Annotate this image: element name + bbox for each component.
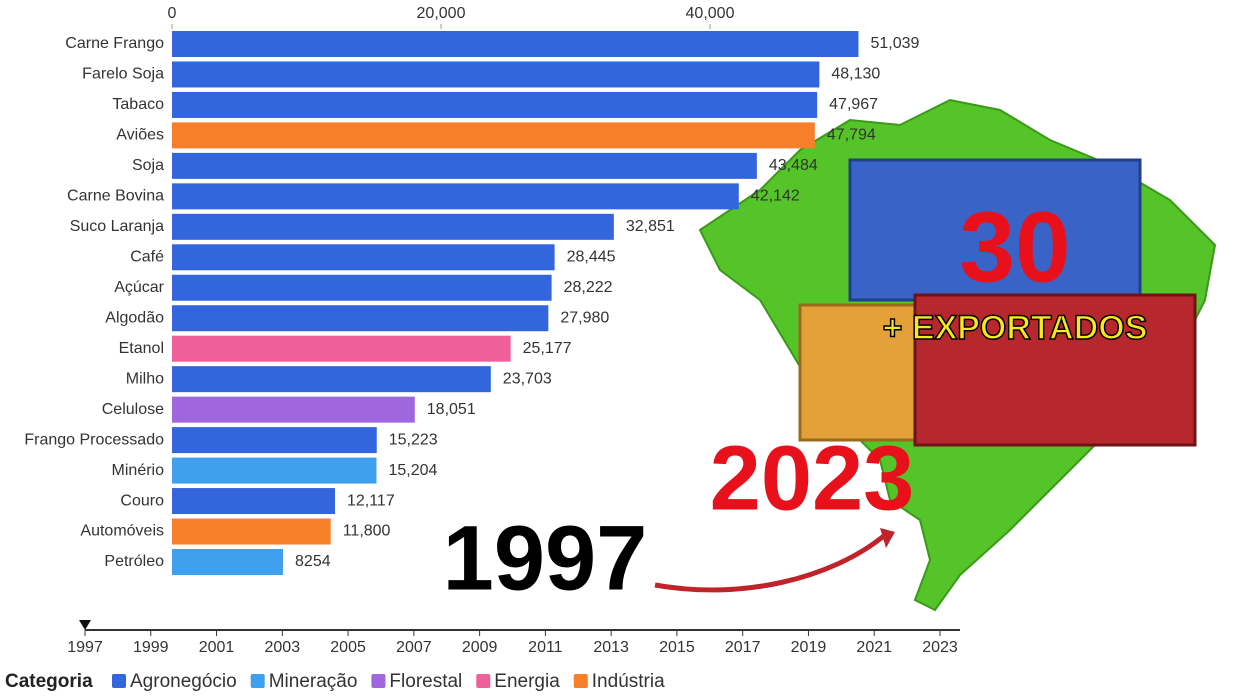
value-label: 48,130: [831, 66, 880, 83]
category-label: Etanol: [119, 340, 164, 357]
bar: [172, 122, 815, 149]
bar: [172, 31, 859, 57]
timeline-label: 2007: [396, 639, 432, 656]
bar: [172, 488, 335, 515]
legend-swatch: [476, 674, 491, 688]
category-label: Petróleo: [104, 553, 164, 570]
timeline-label: 2001: [199, 639, 235, 656]
containers: [798, 158, 1197, 447]
timeline-label: 2013: [593, 639, 629, 656]
value-label: 47,967: [829, 96, 878, 113]
value-label: 12,117: [347, 492, 395, 509]
category-label: Soja: [132, 157, 164, 174]
category-label: Carne Bovina: [67, 188, 164, 205]
bar: [172, 61, 820, 88]
category-label: Frango Processado: [24, 431, 164, 448]
bar: [172, 335, 511, 362]
legend-swatch: [112, 674, 126, 688]
bar: [172, 183, 739, 210]
legend-label: Florestal: [389, 671, 462, 692]
bar: [172, 274, 552, 301]
value-label: 32,851: [626, 218, 675, 235]
bar: [172, 427, 377, 454]
value-label: 43,484: [769, 157, 818, 174]
bar: [172, 305, 549, 332]
timeline-label: 1999: [133, 639, 169, 656]
category-label: Automóveis: [80, 523, 164, 540]
bar: [172, 213, 614, 240]
bar: [172, 152, 757, 179]
legend-swatch: [371, 674, 386, 688]
category-label: Café: [130, 249, 164, 266]
value-label: 42,142: [751, 188, 800, 205]
x-tick-label: 40,000: [686, 5, 735, 22]
category-label: Milho: [126, 370, 164, 387]
legend-label: Energia: [494, 671, 560, 692]
arrow-head: [880, 528, 895, 548]
x-tick-label: 0: [168, 5, 177, 22]
bar: [172, 244, 555, 271]
category-label: Tabaco: [112, 96, 164, 113]
category-label: Suco Laranja: [70, 218, 164, 235]
category-label: Açúcar: [114, 279, 164, 296]
timeline-label: 2009: [462, 639, 498, 656]
timeline-label: 2023: [922, 639, 958, 656]
timeline-label: 2015: [659, 639, 695, 656]
bar: [172, 366, 491, 393]
bar: [172, 457, 377, 484]
value-label: 8254: [295, 553, 331, 570]
timeline-marker: [79, 620, 91, 630]
legend-label: Indústria: [592, 671, 665, 692]
legend-swatch: [250, 674, 265, 688]
target-year: 2023: [710, 427, 915, 529]
timeline-label: 2005: [330, 639, 366, 656]
timeline-label: 2017: [725, 639, 761, 656]
legend-swatch: [573, 674, 588, 688]
bar: [172, 548, 284, 575]
value-label: 18,051: [427, 401, 476, 418]
value-label: 23,703: [503, 370, 552, 387]
count-annotation: 30: [959, 191, 1070, 303]
value-label: 51,039: [870, 35, 919, 52]
category-label: Celulose: [102, 401, 164, 418]
bar: [172, 518, 331, 545]
value-label: 27,980: [560, 309, 609, 326]
timeline-label: 1997: [67, 639, 103, 656]
timeline-label: 2019: [791, 639, 827, 656]
category-label: Farelo Soja: [82, 66, 164, 83]
value-label: 15,204: [388, 462, 437, 479]
legend-title: Categoria: [5, 671, 93, 692]
subtitle-annotation: + EXPORTADOS: [883, 309, 1148, 347]
legend-label: Agronegócio: [130, 671, 237, 692]
category-label: Algodão: [105, 309, 164, 326]
value-label: 47,794: [827, 127, 876, 144]
value-label: 11,800: [343, 523, 391, 540]
current-year: 1997: [443, 507, 648, 609]
bar: [172, 91, 818, 118]
category-label: Minério: [112, 462, 165, 479]
timeline-label: 2011: [528, 639, 563, 656]
category-label: Couro: [120, 492, 164, 509]
value-label: 28,445: [567, 249, 616, 266]
value-label: 28,222: [564, 279, 613, 296]
category-label: Carne Frango: [65, 35, 164, 52]
x-tick-label: 20,000: [417, 5, 466, 22]
timeline-label: 2003: [265, 639, 301, 656]
bar: [172, 396, 415, 423]
timeline-label: 2021: [856, 639, 892, 656]
legend-label: Mineração: [269, 671, 358, 692]
arrow: [654, 533, 887, 593]
category-label: Aviões: [116, 127, 164, 144]
value-label: 15,223: [389, 431, 438, 448]
value-label: 25,177: [523, 340, 572, 357]
